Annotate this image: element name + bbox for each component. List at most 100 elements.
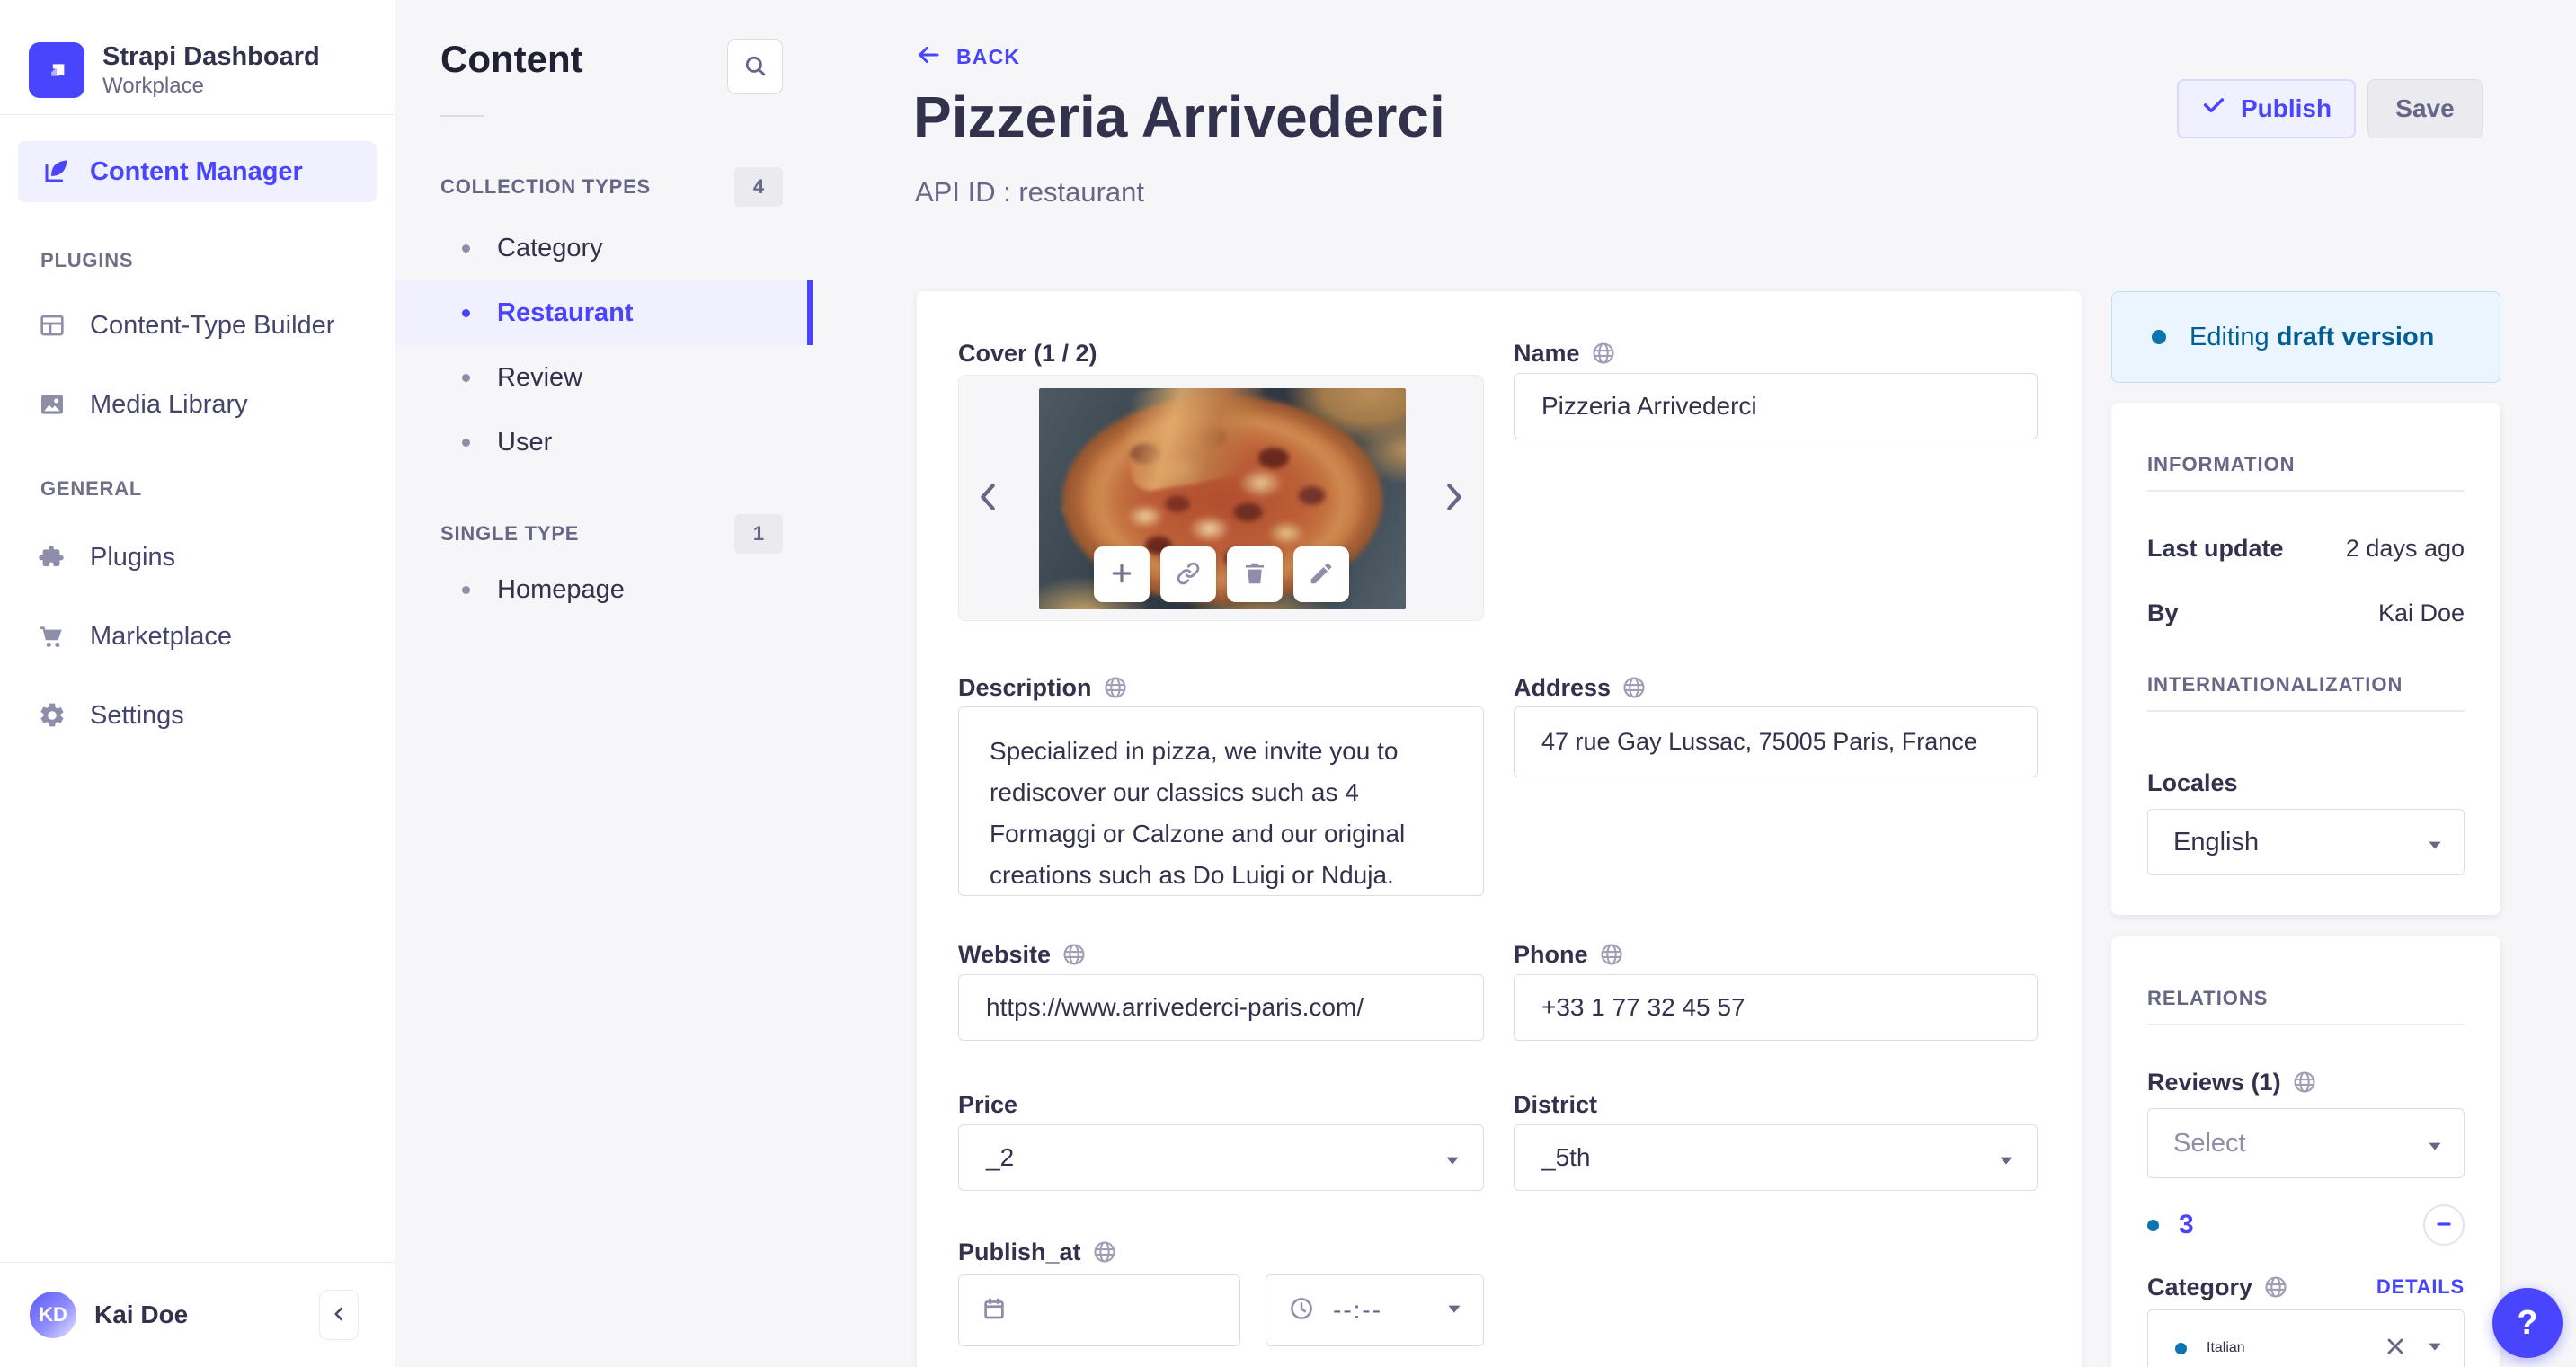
nav-section-plugins: PLUGINS bbox=[40, 249, 134, 271]
collapse-sidebar-button[interactable] bbox=[319, 1290, 359, 1340]
website-input[interactable]: https://www.arrivederci-paris.com/ bbox=[958, 974, 1484, 1041]
price-field-label: Price bbox=[958, 1091, 1018, 1118]
edit-asset-button[interactable] bbox=[1292, 546, 1349, 602]
collection-types-header: COLLECTION TYPES 4 bbox=[395, 167, 813, 207]
copy-link-button[interactable] bbox=[1159, 546, 1216, 602]
chevron-left-icon bbox=[977, 482, 999, 515]
content-manager-icon bbox=[41, 157, 70, 186]
back-label: BACK bbox=[956, 45, 1021, 68]
back-link[interactable]: BACK bbox=[915, 41, 1020, 73]
carousel-next-button[interactable] bbox=[1436, 476, 1472, 519]
help-button[interactable]: ? bbox=[2492, 1288, 2563, 1358]
publish-at-field-label: Publish_at bbox=[958, 1237, 1117, 1267]
district-field-label: District bbox=[1514, 1091, 1598, 1118]
draft-status-text: Editing draft version bbox=[2190, 322, 2435, 351]
globe-icon bbox=[1621, 675, 1647, 700]
address-input[interactable]: 47 rue Gay Lussac, 75005 Paris, France bbox=[1514, 706, 2038, 777]
information-title: INFORMATION bbox=[2147, 453, 2296, 475]
carousel-previous-button[interactable] bbox=[970, 476, 1006, 519]
pencil-icon bbox=[1308, 560, 1335, 590]
time-placeholder: --:-- bbox=[1333, 1296, 1383, 1324]
details-link[interactable]: DETAILS bbox=[2376, 1275, 2465, 1298]
draft-status-dot bbox=[2152, 330, 2166, 344]
search-button[interactable] bbox=[727, 39, 783, 94]
subnav-item-homepage[interactable]: Homepage bbox=[395, 557, 813, 622]
delete-asset-button[interactable] bbox=[1226, 546, 1283, 602]
subnav-item-review[interactable]: Review bbox=[395, 345, 813, 410]
description-textarea[interactable]: Specialized in pizza, we invite you to r… bbox=[958, 706, 1484, 896]
single-type-header: SINGLE TYPE 1 bbox=[395, 514, 813, 554]
district-select[interactable]: _5th bbox=[1514, 1124, 2038, 1191]
sidebar-item-label: Media Library bbox=[90, 389, 248, 419]
bullet-icon bbox=[462, 438, 470, 447]
avatar[interactable]: KD bbox=[30, 1292, 76, 1338]
collection-types-label: COLLECTION TYPES bbox=[440, 175, 652, 198]
bullet-icon bbox=[462, 585, 470, 594]
sidebar-item-label: Marketplace bbox=[90, 621, 232, 651]
price-select[interactable]: _2 bbox=[958, 1124, 1484, 1191]
address-field-label: Address bbox=[1514, 672, 1647, 703]
sidebar-item-media-library[interactable]: Media Library bbox=[0, 378, 395, 431]
sidebar-item-marketplace[interactable]: Marketplace bbox=[0, 610, 395, 662]
bullet-icon bbox=[462, 373, 470, 382]
workspace-switcher[interactable]: Strapi Dashboard Workplace bbox=[0, 0, 395, 114]
divider bbox=[0, 114, 395, 115]
sidebar-item-content-manager[interactable]: Content Manager bbox=[18, 141, 377, 202]
bullet-icon bbox=[462, 244, 470, 253]
category-relation-select[interactable]: Italian bbox=[2147, 1309, 2465, 1367]
relations-card: RELATIONS Reviews (1) Select 3 bbox=[2111, 936, 2500, 1367]
brand-text: Strapi Dashboard Workplace bbox=[102, 40, 320, 100]
globe-icon bbox=[1061, 942, 1087, 967]
reviews-relation-select[interactable]: Select bbox=[2147, 1108, 2465, 1178]
chevron-right-icon bbox=[1443, 482, 1465, 515]
settings-gear-icon bbox=[38, 701, 67, 730]
phone-field-label: Phone bbox=[1514, 939, 1624, 970]
publish-button[interactable]: Publish bbox=[2177, 79, 2356, 138]
cover-field-label: Cover (1 / 2) bbox=[958, 340, 1097, 367]
sidebar-item-label: Content-Type Builder bbox=[90, 310, 335, 340]
user-name: Kai Doe bbox=[94, 1300, 189, 1328]
caret-down-icon bbox=[1447, 1302, 1461, 1318]
reviews-label: Reviews (1) bbox=[2147, 1067, 2465, 1097]
single-type-list: Homepage bbox=[395, 557, 813, 622]
content-subnav: Content COLLECTION TYPES 4 Category Rest… bbox=[395, 0, 813, 1367]
review-relation-item: 3 bbox=[2147, 1204, 2465, 1246]
sidebar-item-settings[interactable]: Settings bbox=[0, 689, 395, 741]
subnav-item-category[interactable]: Category bbox=[395, 216, 813, 280]
information-card: INFORMATION Last update 2 days ago By Ka… bbox=[2111, 403, 2500, 915]
subnav-item-restaurant[interactable]: Restaurant bbox=[395, 280, 813, 345]
remove-relation-button[interactable] bbox=[2423, 1204, 2465, 1246]
date-picker-input[interactable] bbox=[958, 1274, 1240, 1346]
main-sidebar: Strapi Dashboard Workplace Content Manag… bbox=[0, 0, 395, 1367]
category-header-row: Category DETAILS bbox=[2147, 1272, 2465, 1302]
review-relation-link[interactable]: 3 bbox=[2179, 1210, 2194, 1239]
add-asset-button[interactable] bbox=[1093, 546, 1150, 602]
globe-icon bbox=[2292, 1070, 2317, 1095]
content-type-builder-icon bbox=[38, 311, 67, 340]
locale-select[interactable]: English bbox=[2147, 809, 2465, 875]
caret-down-icon bbox=[2428, 1129, 2442, 1158]
phone-input[interactable]: +33 1 77 32 45 57 bbox=[1514, 974, 2038, 1041]
page-title: Pizzeria Arrivederci bbox=[913, 84, 1445, 149]
plugins-icon bbox=[38, 543, 67, 572]
last-update-row: Last update 2 days ago bbox=[2147, 535, 2465, 562]
draft-status-dot bbox=[2175, 1342, 2187, 1354]
name-input[interactable]: Pizzeria Arrivederci bbox=[1514, 373, 2038, 439]
caret-down-icon bbox=[2428, 828, 2442, 857]
locales-label: Locales bbox=[2147, 769, 2238, 796]
divider bbox=[2147, 710, 2465, 712]
sidebar-item-content-type-builder[interactable]: Content-Type Builder bbox=[0, 299, 395, 351]
caret-down-icon bbox=[2428, 1340, 2442, 1356]
description-field-label: Description bbox=[958, 672, 1128, 703]
sidebar-item-plugins[interactable]: Plugins bbox=[0, 531, 395, 583]
subnav-item-user[interactable]: User bbox=[395, 410, 813, 475]
save-button[interactable]: Save bbox=[2367, 79, 2483, 138]
sidebar-item-label: Content Manager bbox=[90, 156, 303, 186]
trash-icon bbox=[1241, 560, 1268, 590]
editing-draft-banner: Editing draft version bbox=[2111, 291, 2500, 383]
time-picker-input[interactable]: --:-- bbox=[1266, 1274, 1484, 1346]
clear-icon[interactable] bbox=[2383, 1334, 2408, 1363]
divider bbox=[2147, 1024, 2465, 1025]
plus-icon bbox=[1108, 560, 1135, 590]
